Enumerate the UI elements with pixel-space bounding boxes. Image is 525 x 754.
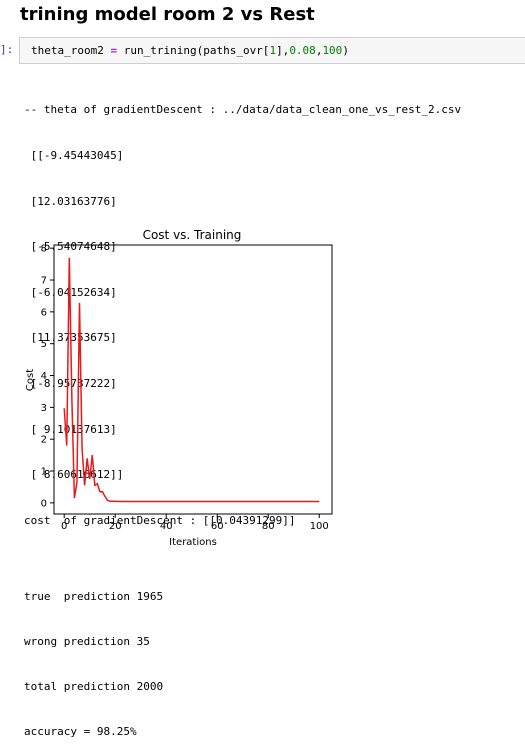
- code-index: 1: [269, 44, 277, 57]
- x-axis-label: Iterations: [169, 537, 217, 548]
- y-tick-label: 5: [41, 339, 47, 350]
- y-tick-label: 7: [41, 276, 47, 287]
- y-tick-label: 0: [41, 498, 47, 509]
- x-tick-label: 40: [160, 521, 173, 532]
- output-line: [-8.95737222]: [24, 376, 117, 390]
- y-tick-label: 2: [41, 435, 47, 446]
- chart-title: Cost vs. Training: [143, 228, 242, 242]
- output-line: [[-9.45443045]: [24, 149, 124, 162]
- y-tick-label: 4: [41, 371, 47, 382]
- y-tick-label: 1: [41, 467, 47, 478]
- code-iterations: 100: [322, 44, 343, 57]
- y-tick-label: 6: [41, 307, 47, 318]
- code-comma: ,: [315, 44, 323, 57]
- output-line: -- theta of gradientDescent : ../data/da…: [24, 103, 462, 117]
- stats-line: accuracy = 98.25%: [24, 725, 137, 738]
- code-close: ): [342, 44, 349, 57]
- code-variable: theta_room2: [31, 44, 104, 57]
- y-axis-label: Cost: [25, 369, 36, 391]
- output-line: [11.37353675]: [24, 331, 117, 345]
- section-heading: trining model room 2 vs Rest: [20, 4, 315, 25]
- cost-chart-svg: Cost vs. Training 0 1 2 3 4 5 6 7 8 0 20 40 60 80 100…: [25, 228, 333, 548]
- stats-line: true prediction 1965: [24, 590, 164, 603]
- cell-prompt: ]:: [0, 43, 14, 56]
- code-learning-rate: 0.08: [289, 44, 316, 57]
- stats-line: total prediction 2000: [24, 680, 164, 693]
- code-operator: =: [110, 44, 118, 57]
- x-tick-label: 100: [310, 521, 329, 532]
- y-axis: 0 1 2 3 4 5 6 7 8: [41, 244, 54, 509]
- stats-line: wrong prediction 35: [24, 635, 150, 648]
- output-line: [-5.54074648]: [24, 240, 117, 254]
- plot-frame: [53, 244, 333, 515]
- output-line: [-6.04152634]: [24, 285, 117, 299]
- x-tick-label: 0: [61, 521, 67, 532]
- x-axis: 0 20 40 60 80 100: [61, 514, 329, 532]
- prediction-stats: true prediction 1965 wrong prediction 35…: [24, 559, 163, 754]
- code-function: run_trining(paths_ovr[: [123, 44, 270, 57]
- code-line[interactable]: theta_room2 = run_trining(paths_ovr[1],0…: [31, 44, 349, 57]
- y-tick-label: 3: [41, 403, 47, 414]
- output-line: cost of gradientDescent : [[0.04391299]]: [24, 513, 296, 527]
- x-tick-label: 20: [109, 521, 122, 532]
- code-separator: ],: [276, 44, 290, 57]
- y-tick-label: 8: [41, 244, 47, 255]
- x-tick-label: 60: [211, 521, 224, 532]
- output-line: [ 9.10137613]: [24, 422, 117, 436]
- x-tick-label: 80: [262, 521, 275, 532]
- cost-series-line: [63, 257, 320, 503]
- cost-chart: Cost vs. Training 0 1 2 3 4 5 6 7 8 0 20 40 60 80 100…: [22, 224, 342, 554]
- code-cell-input[interactable]: theta_room2 = run_trining(paths_ovr[1],0…: [19, 37, 525, 64]
- output-line: [12.03163776]: [24, 194, 117, 208]
